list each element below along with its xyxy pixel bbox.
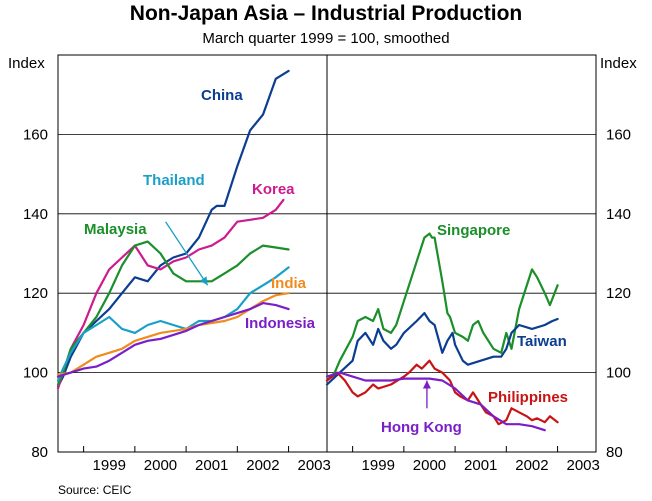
series-label-taiwan: Taiwan: [517, 333, 567, 350]
y-tick-label-right: 80: [606, 444, 623, 461]
series-line-thailand: [56, 266, 290, 382]
series-line-taiwan: [325, 312, 559, 386]
series-label-thailand: Thailand: [143, 172, 205, 189]
x-tick-label: 1999: [362, 457, 395, 474]
x-tick-label: 2000: [144, 457, 177, 474]
y-tick-label-right: 160: [606, 126, 631, 143]
y-tick-label-left: 100: [23, 365, 48, 382]
series-line-indonesia: [56, 302, 290, 378]
y-tick-label-left: 80: [31, 444, 48, 461]
series-label-china: China: [201, 87, 243, 104]
y-tick-label-right: 100: [606, 365, 631, 382]
y-axis-label-left: Index: [8, 55, 45, 72]
annotation-arrow-head: [199, 276, 208, 286]
series-label-malaysia: Malaysia: [84, 221, 147, 238]
series-label-singapore: Singapore: [437, 222, 510, 239]
x-tick-label: 2000: [413, 457, 446, 474]
series-line-malaysia: [56, 240, 290, 386]
x-tick-label: 1999: [93, 457, 126, 474]
series-line-singapore: [325, 232, 559, 382]
x-tick-label: 2002: [246, 457, 279, 474]
series-label-india: India: [271, 275, 307, 292]
y-tick-label-left: 160: [23, 126, 48, 143]
y-tick-label-left: 120: [23, 285, 48, 302]
chart-subtitle: March quarter 1999 = 100, smoothed: [202, 30, 450, 47]
y-tick-label-right: 120: [606, 285, 631, 302]
annotation-arrow-line: [165, 221, 209, 286]
x-tick-label: 2001: [464, 457, 497, 474]
annotation-arrow-head: [422, 380, 431, 389]
series-label-korea: Korea: [252, 181, 295, 198]
x-tick-label: 2001: [195, 457, 228, 474]
series-line-hong-kong: [325, 371, 546, 432]
x-tick-label: 2003: [567, 457, 600, 474]
x-tick-label: 2002: [515, 457, 548, 474]
x-tick-label: 2003: [298, 457, 331, 474]
series-label-indonesia: Indonesia: [245, 315, 316, 332]
y-tick-label-left: 140: [23, 206, 48, 223]
series-label-hong-kong: Hong Kong: [381, 419, 462, 436]
source-note: Source: CEIC: [58, 483, 132, 497]
series-label-philippines: Philippines: [488, 389, 568, 406]
y-tick-label-right: 140: [606, 206, 631, 223]
chart-title: Non-Japan Asia – Industrial Production: [129, 2, 523, 25]
y-axis-label-right: Index: [600, 55, 637, 72]
